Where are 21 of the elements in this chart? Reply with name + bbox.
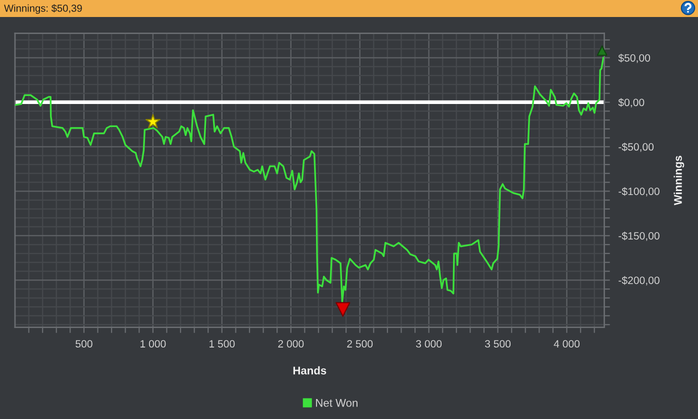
point [596,45,608,56]
y-tick-label: -$200,00 [618,276,660,286]
y-tick-label: -$50,00 [618,142,654,152]
x-tick-label: 500 [76,340,92,348]
x-tick-label: 2 000 [278,340,304,348]
point [336,302,350,317]
y-tick-label: $0,00 [618,98,644,108]
point [145,114,160,128]
chart-title: Winnings: $50,39 [4,4,82,14]
legend-label: Net Won [316,399,358,407]
y-tick-label: -$150,00 [618,232,660,241]
y-axis-title: Winnings [674,156,684,206]
x-tick-label: 1 000 [140,340,166,348]
x-tick-label: 1 500 [210,340,235,348]
y-tick-label: -$100,00 [618,187,660,196]
x-axis-title: Hands [293,366,326,374]
x-tick-label: 2 500 [347,340,373,348]
y-tick-label: $50,00 [618,54,650,63]
x-tick-label: 3 500 [485,340,511,348]
x-tick-label: 3 000 [416,340,442,348]
x-tick-label: 4 000 [554,340,580,348]
